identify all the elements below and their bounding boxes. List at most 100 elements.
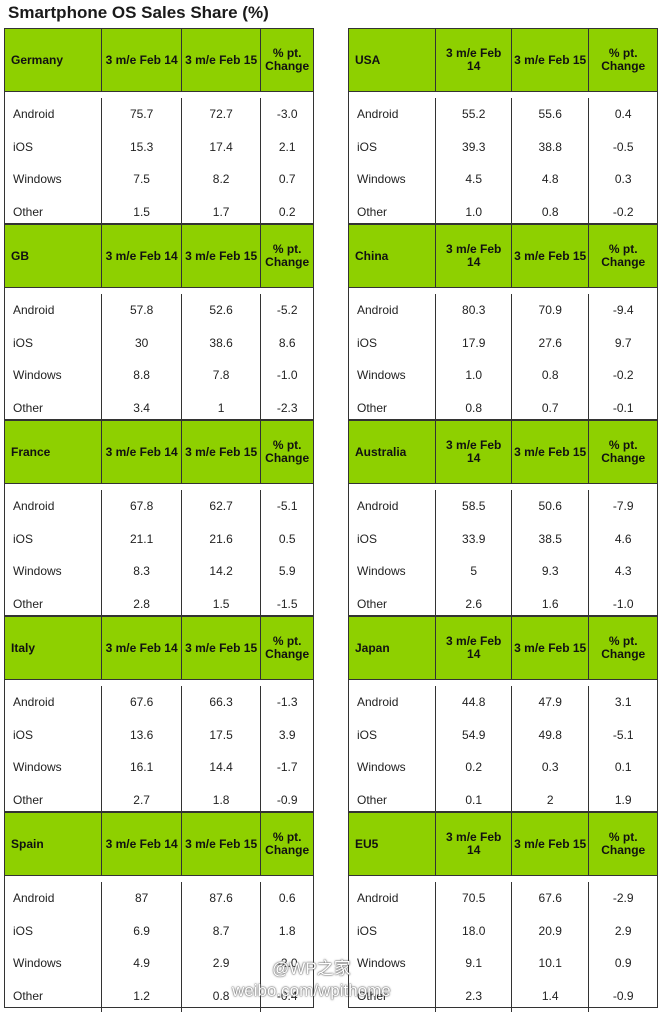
region-table-france: France 3 m/e Feb 14 3 m/e Feb 15% pt. Chan…	[4, 420, 314, 620]
os-name: Android	[5, 882, 103, 915]
value-feb15: 67.6	[512, 882, 590, 915]
region-table-eu5: EU5 3 m/e Feb 14 3 m/e Feb 15 % pt. Change A…	[348, 812, 658, 1012]
value-feb15: 2.9	[182, 947, 262, 980]
value-feb15: 38.5	[512, 522, 590, 555]
value-feb14: 30	[102, 326, 182, 359]
value-feb15: 50.6	[512, 490, 590, 523]
region-name: France	[5, 421, 103, 483]
region-name: Germany	[5, 29, 103, 91]
column-header: 3 m/e Feb 14	[436, 813, 512, 875]
value-feb15: 70.9	[512, 294, 590, 327]
pt-change: 0.9	[614, 956, 632, 971]
value-feb15: 0.7	[512, 391, 590, 424]
value-feb15: 1.5	[182, 587, 262, 620]
table-row: Other 1.5 1.7 0.2	[5, 195, 313, 228]
table-row: Windows 16.1 14.4 -1.7	[5, 751, 313, 784]
value-feb15: 1.4	[512, 979, 590, 1012]
table-row: iOS 54.9 49.8 -5.1	[349, 718, 657, 751]
value-feb14: 33.9	[436, 522, 512, 555]
pt-change: 1.8	[278, 923, 296, 938]
region-name: Spain	[5, 813, 103, 875]
table-row: Other 3.4 1 -2.3	[5, 391, 313, 424]
region-table-germany: Germany 3 m/e Feb 14 3 m/e Feb 15% pt. Cha…	[4, 28, 314, 228]
value-feb14: 4.9	[102, 947, 182, 980]
pt-change: 8.6	[278, 335, 296, 350]
table-row: Other 0.8 0.7 -0.1	[349, 391, 657, 424]
value-feb14: 44.8	[436, 686, 512, 719]
table-row: Other 2.7 1.8 -0.9	[5, 783, 313, 816]
value-feb15: 1	[182, 391, 262, 424]
pt-change: 2.1	[278, 139, 296, 154]
value-feb15: 0.8	[512, 195, 590, 228]
column-header: 3 m/e Feb 14	[102, 225, 182, 287]
column-header: % pt. Change	[265, 242, 310, 269]
table-row: iOS 33.9 38.5 4.6	[349, 522, 657, 555]
column-header: 3 m/e Feb 14	[436, 421, 512, 483]
value-feb14: 2.3	[436, 979, 512, 1012]
pt-change: -2.3	[276, 400, 298, 415]
os-name: Other	[5, 783, 103, 816]
value-feb15: 38.8	[512, 130, 590, 163]
pt-change: -1.0	[612, 596, 634, 611]
column-header: 3 m/e Feb 15	[182, 225, 262, 287]
column-header: % pt. Change	[601, 46, 646, 73]
value-feb14: 39.3	[436, 130, 512, 163]
pt-change: 0.3	[614, 172, 632, 187]
table-row: Other 1.2 0.8 -0.4	[5, 979, 313, 1012]
value-feb14: 16.1	[102, 751, 182, 784]
value-feb14: 2.6	[436, 587, 512, 620]
value-feb15: 1.7	[182, 195, 262, 228]
region-header: Germany 3 m/e Feb 14 3 m/e Feb 15% pt. Cha…	[4, 28, 314, 92]
region-body: Android 75.7 72.7 -3.0 iOS 15.3 17.4 2.1 Windows…	[4, 92, 314, 228]
region-body: Android 87 87.6 0.6 iOS 6.9 8.7 1.8 Windows 4.9 2.…	[4, 876, 314, 1012]
region-table-usa: USA 3 m/e Feb 14 3 m/e Feb 15 % pt. Change A…	[348, 28, 658, 228]
value-feb14: 57.8	[102, 294, 182, 327]
value-feb15: 21.6	[182, 522, 262, 555]
table-row: iOS 13.6 17.5 3.9	[5, 718, 313, 751]
region-table-china: China 3 m/e Feb 14 3 m/e Feb 15 % pt. Chang…	[348, 224, 658, 424]
region-header: Italy 3 m/e Feb 14 3 m/e Feb 15% pt. Chang…	[4, 616, 314, 680]
region-body: Android 57.8 52.6 -5.2 iOS 30 38.6 8.6 Windows 8.…	[4, 288, 314, 424]
pt-change: 1.9	[614, 792, 632, 807]
table-row: Windows 8.8 7.8 -1.0	[5, 359, 313, 392]
region-header: EU5 3 m/e Feb 14 3 m/e Feb 15 % pt. Change	[348, 812, 658, 876]
value-feb14: 0.2	[436, 751, 512, 784]
os-name: Android	[5, 490, 103, 523]
table-row: iOS 15.3 17.4 2.1	[5, 130, 313, 163]
pt-change: -1.0	[276, 368, 298, 383]
table-row: Android 87 87.6 0.6	[5, 882, 313, 915]
region-body: Android 70.5 67.6 -2.9 iOS 18.0 20.9 2.9 Windows…	[348, 876, 658, 1012]
os-name: Other	[5, 587, 103, 620]
pt-change: 5.9	[278, 564, 296, 579]
table-row: Windows 7.5 8.2 0.7	[5, 163, 313, 196]
pt-change: -0.2	[612, 368, 634, 383]
column-header: 3 m/e Feb 15	[182, 29, 262, 91]
value-feb15: 17.5	[182, 718, 262, 751]
pt-change: -5.1	[276, 499, 298, 514]
column-header: 3 m/e Feb 15	[512, 29, 590, 91]
region-body: Android 55.2 55.6 0.4 iOS 39.3 38.8 -0.5 Windows…	[348, 92, 658, 228]
table-row: Other 2.8 1.5 -1.5	[5, 587, 313, 620]
table-row: iOS 17.9 27.6 9.7	[349, 326, 657, 359]
value-feb14: 70.5	[436, 882, 512, 915]
pt-change: 4.3	[614, 564, 632, 579]
region-name: EU5	[349, 813, 437, 875]
value-feb15: 1.6	[512, 587, 590, 620]
os-name: iOS	[349, 522, 437, 555]
os-name: iOS	[5, 130, 103, 163]
os-name: Android	[349, 294, 437, 327]
table-row: iOS 21.1 21.6 0.5	[5, 522, 313, 555]
pt-change: -0.9	[276, 792, 298, 807]
table-row: iOS 30 38.6 8.6	[5, 326, 313, 359]
os-name: Windows	[349, 359, 437, 392]
watermark-handle: @WP之家	[272, 959, 351, 978]
pt-change: -2.0	[276, 956, 298, 971]
table-row: iOS 39.3 38.8 -0.5	[349, 130, 657, 163]
column-header: 3 m/e Feb 14	[102, 29, 182, 91]
pt-change: -0.4	[276, 988, 298, 1003]
value-feb14: 1.0	[436, 195, 512, 228]
pt-change: 0.6	[278, 891, 296, 906]
os-name: Android	[5, 294, 103, 327]
os-name: Android	[5, 98, 103, 131]
column-header: % pt. Change	[601, 830, 646, 857]
